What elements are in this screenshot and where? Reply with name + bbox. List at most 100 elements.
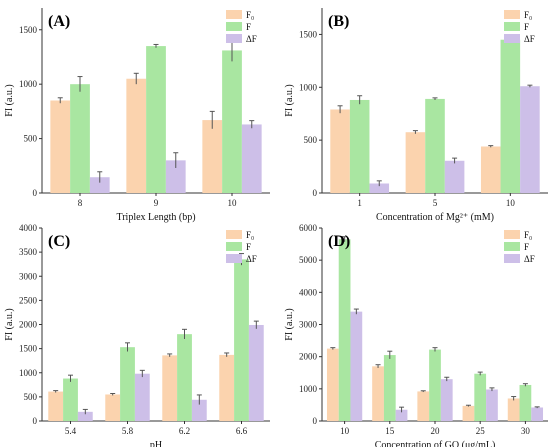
x-tick-label: 30 (521, 426, 531, 436)
panel-1: 0 500 1000 1500 8 9 10 (A) Triplex Length (bp) FI… (4, 8, 270, 223)
legend-swatch (504, 254, 520, 263)
bar-f0 (405, 132, 426, 193)
bar-df (165, 160, 186, 193)
legend-swatch (504, 230, 520, 239)
y-tick-label: 1000 (299, 82, 318, 92)
legend-label: F₀ (524, 10, 532, 20)
y-tick-label: 500 (24, 134, 38, 144)
panel-3: 0 500 1000 1500 2000 2500 3000 3500 4000 5.4 5.8 6.… (4, 223, 270, 447)
bar-f (234, 259, 249, 421)
bar-df (350, 311, 363, 421)
y-tick-label: 1500 (19, 344, 38, 354)
legend-swatch (504, 242, 520, 251)
y-tick-label: 3000 (19, 271, 38, 281)
legend-swatch (226, 254, 242, 263)
y-axis-title: FI (a.u.) (284, 84, 295, 117)
legend-swatch (226, 22, 242, 31)
legend-swatch (226, 230, 242, 239)
x-tick-label: 10 (340, 426, 350, 436)
bar-f0 (50, 100, 71, 193)
bar-f0 (48, 391, 64, 421)
bar-f (338, 239, 351, 421)
y-tick-label: 1000 (19, 368, 38, 378)
x-tick-label: 5.8 (122, 426, 134, 436)
bar-f (349, 99, 370, 193)
panel-2: 0 500 1000 1500 1 5 10 (B) Concentration of Mg²⁺… (284, 8, 548, 223)
x-tick-label: 10 (506, 198, 516, 208)
bar-f (70, 84, 90, 193)
x-tick-label: 25 (476, 426, 486, 436)
bar-f (222, 50, 242, 193)
x-axis-title: Concentration of GO (μg/mL) (375, 440, 496, 447)
bar-f0 (507, 398, 520, 421)
y-tick-label: 1500 (299, 29, 318, 39)
x-tick-label: 5 (433, 198, 438, 208)
bar-df (241, 124, 262, 193)
bar-df (531, 407, 544, 421)
x-tick-label: 5.4 (65, 426, 77, 436)
y-tick-label: 0 (313, 416, 318, 426)
bar-df (248, 324, 264, 421)
x-tick-label: 6.6 (236, 426, 248, 436)
legend-swatch (226, 34, 242, 43)
y-tick-label: 500 (304, 135, 318, 145)
x-tick-label: 10 (228, 198, 238, 208)
bar-f (425, 98, 445, 193)
y-tick-label: 5000 (299, 255, 318, 265)
bar-f (383, 355, 396, 421)
legend-label: F₀ (524, 230, 532, 240)
y-tick-label: 2000 (19, 320, 38, 330)
y-tick-label: 4000 (19, 223, 38, 233)
x-tick-label: 6.2 (179, 426, 190, 436)
bar-f0 (462, 405, 475, 421)
y-tick-label: 500 (24, 392, 38, 402)
legend-label: ΔF (524, 254, 535, 264)
bar-f (63, 378, 78, 421)
y-tick-label: 1000 (299, 384, 318, 394)
legend-label: ΔF (524, 34, 535, 44)
y-axis-title: FI (a.u.) (284, 308, 295, 341)
legend-swatch (504, 22, 520, 31)
x-tick-label: 20 (431, 426, 441, 436)
x-tick-label: 8 (78, 198, 83, 208)
y-tick-label: 0 (313, 188, 318, 198)
x-axis-title: pH (150, 440, 162, 447)
legend-label: F₀ (246, 230, 254, 240)
y-tick-label: 1500 (19, 25, 38, 35)
bar-f0 (105, 394, 121, 421)
x-tick-label: 9 (154, 198, 159, 208)
y-tick-label: 6000 (299, 223, 318, 233)
y-tick-label: 2500 (19, 295, 38, 305)
y-axis-title: FI (a.u.) (4, 308, 15, 341)
bar-f (519, 384, 532, 421)
bar-df (191, 399, 207, 421)
bar-f0 (326, 348, 339, 421)
legend-label: F (246, 242, 251, 252)
bar-f0 (372, 366, 384, 421)
y-tick-label: 3500 (19, 247, 38, 257)
bar-f (474, 373, 487, 421)
x-tick-label: 15 (385, 426, 395, 436)
bar-f0 (480, 146, 501, 193)
legend-swatch (504, 34, 520, 43)
x-tick-label: 1 (357, 198, 362, 208)
legend-swatch (226, 10, 242, 19)
y-tick-label: 0 (33, 188, 38, 198)
panel-4: 0 1000 2000 3000 4000 5000 6000 10 15 20 25 30 (D) Co… (284, 223, 548, 447)
x-axis-title: Triplex Length (bp) (116, 212, 195, 223)
panel-label: (A) (48, 13, 70, 30)
y-tick-label: 0 (33, 416, 38, 426)
y-tick-label: 3000 (299, 320, 318, 330)
y-tick-label: 1000 (19, 79, 38, 89)
bar-f (177, 334, 192, 421)
bar-f (429, 349, 441, 421)
bar-df (77, 411, 93, 421)
legend-label: F (246, 22, 251, 32)
legend-label: F (524, 242, 529, 252)
bar-df (89, 177, 110, 193)
legend-label: ΔF (246, 254, 257, 264)
y-tick-label: 4000 (299, 287, 318, 297)
panel-label: (C) (48, 233, 70, 250)
bar-df (486, 389, 498, 421)
